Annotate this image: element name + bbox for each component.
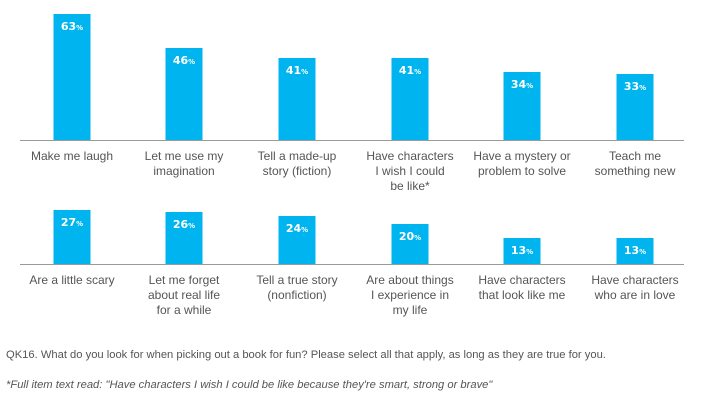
bar bbox=[278, 216, 316, 264]
data-label: 13% bbox=[624, 244, 646, 257]
chart-row-bottom: 27% Are a little scary 26% Let me forget abo… bbox=[20, 210, 684, 317]
bar bbox=[503, 238, 541, 264]
data-label: 27% bbox=[61, 216, 83, 229]
data-label: 41% bbox=[286, 64, 308, 77]
bar bbox=[278, 58, 316, 140]
bar bbox=[165, 212, 203, 264]
data-label: 20% bbox=[399, 230, 421, 243]
question-text: QK16. What do you look for when picking … bbox=[6, 349, 606, 361]
bar bbox=[503, 72, 541, 140]
data-label: 63% bbox=[61, 20, 83, 33]
chart-row-top: 63% Make me laugh 46% Let me use my imaginat… bbox=[20, 14, 684, 193]
category-label: Have characters I wish I could be like* bbox=[366, 149, 453, 193]
category-label: Tell a made-up story (fiction) bbox=[258, 149, 337, 178]
category-label: Are about things I experience in my life bbox=[366, 273, 453, 317]
bar bbox=[53, 14, 91, 140]
bar bbox=[391, 224, 429, 264]
category-label: Teach me something new bbox=[595, 149, 676, 178]
bar bbox=[165, 48, 203, 140]
bar bbox=[391, 58, 429, 140]
data-label: 46% bbox=[173, 54, 195, 67]
data-label: 41% bbox=[399, 64, 421, 77]
category-label: Tell a true story (nonfiction) bbox=[256, 273, 337, 302]
bar bbox=[53, 210, 91, 264]
bar bbox=[616, 238, 654, 264]
data-label: 24% bbox=[286, 222, 308, 235]
category-label: Let me forget about real life for a while bbox=[148, 273, 220, 317]
data-label: 33% bbox=[624, 80, 646, 93]
bar-chart: 63% Make me laugh 46% Let me use my imaginat… bbox=[20, 14, 684, 317]
bar bbox=[616, 74, 654, 140]
data-label: 34% bbox=[511, 78, 533, 91]
footnote-text: *Full item text read: "Have characters I… bbox=[6, 379, 493, 391]
data-label: 13% bbox=[511, 244, 533, 257]
category-label: Let me use my imagination bbox=[145, 149, 224, 178]
data-label: 26% bbox=[173, 218, 195, 231]
category-label: Have characters that look like me bbox=[478, 273, 565, 302]
category-label: Have a mystery or problem to solve bbox=[473, 149, 570, 178]
category-label: Make me laugh bbox=[31, 149, 113, 163]
category-label: Are a little scary bbox=[29, 273, 114, 287]
category-label: Have characters who are in love bbox=[591, 273, 678, 302]
